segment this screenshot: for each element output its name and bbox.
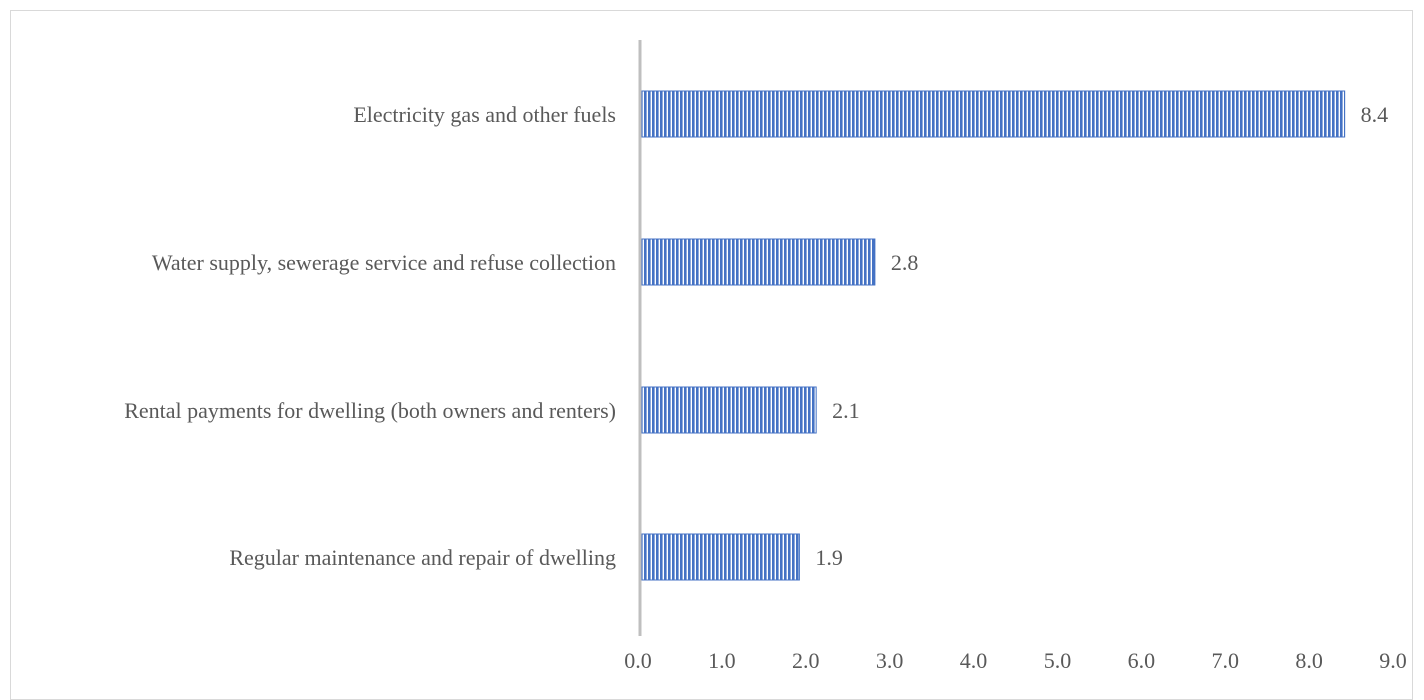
category-label-2: Water supply, sewerage service and refus… <box>152 250 616 275</box>
x-tick-label-2: 2.0 <box>792 648 820 673</box>
data-label-4: 1.9 <box>815 545 843 570</box>
bar-3 <box>639 386 817 434</box>
x-axis-ticks: 0.0 1.0 2.0 3.0 4.0 5.0 6.0 7.0 8.0 9.0 <box>624 648 1407 673</box>
bar-1 <box>639 90 1346 138</box>
x-tick-label-8: 8.0 <box>1295 648 1323 673</box>
x-tick-label-7: 7.0 <box>1211 648 1239 673</box>
category-labels: Electricity gas and other fuels Water sup… <box>124 102 616 570</box>
category-label-4: Regular maintenance and repair of dwelli… <box>229 545 616 570</box>
bar-2 <box>639 238 876 286</box>
x-tick-label-9: 9.0 <box>1379 648 1407 673</box>
data-label-2: 2.8 <box>891 250 919 275</box>
category-label-3: Rental payments for dwelling (both owner… <box>124 398 616 423</box>
x-tick-label-6: 6.0 <box>1128 648 1156 673</box>
x-tick-label-5: 5.0 <box>1044 648 1072 673</box>
x-tick-label-1: 1.0 <box>708 648 736 673</box>
x-tick-label-3: 3.0 <box>876 648 904 673</box>
data-label-1: 8.4 <box>1361 102 1389 127</box>
data-labels: 8.4 2.8 2.1 1.9 <box>815 102 1388 570</box>
category-label-1: Electricity gas and other fuels <box>353 102 616 127</box>
x-tick-label-4: 4.0 <box>960 648 988 673</box>
bars-group <box>639 90 1346 581</box>
x-tick-label-0: 0.0 <box>624 648 652 673</box>
data-label-3: 2.1 <box>832 398 860 423</box>
bar-4 <box>639 533 800 581</box>
